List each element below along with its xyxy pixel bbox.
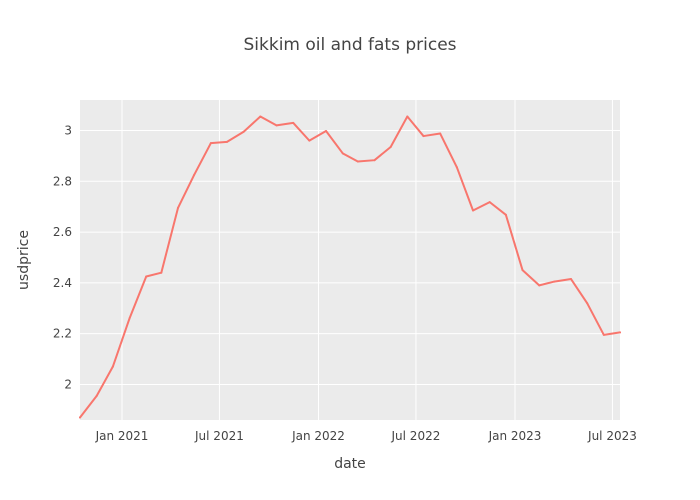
- data-point: [504, 213, 507, 216]
- y-axis-ticks: 2 2.2 2.4 2.6 2.8 3: [53, 123, 72, 391]
- data-point: [619, 331, 621, 334]
- data-point: [389, 145, 392, 148]
- data-point: [193, 173, 196, 176]
- data-point: [356, 160, 359, 163]
- data-point: [111, 365, 114, 368]
- y-axis-label: usdprice: [16, 230, 32, 290]
- data-point: [455, 166, 458, 169]
- data-point: [439, 132, 442, 135]
- grid-lines: [80, 100, 620, 420]
- data-point: [176, 206, 179, 209]
- data-point: [373, 159, 376, 162]
- y-tick-label: 2.2: [53, 327, 72, 341]
- data-point: [472, 209, 475, 212]
- data-point: [341, 152, 344, 155]
- y-tick-label: 2.6: [53, 225, 72, 239]
- x-tick-label: Jul 2021: [194, 429, 244, 443]
- data-point: [570, 278, 573, 281]
- data-point: [209, 142, 212, 145]
- data-point: [160, 271, 163, 274]
- data-point: [521, 269, 524, 272]
- data-point: [538, 284, 541, 287]
- data-point: [325, 129, 328, 132]
- series-layer: [79, 115, 621, 419]
- data-point: [586, 302, 589, 305]
- chart-title: Sikkim oil and fats prices: [243, 35, 456, 55]
- series-line: [79, 115, 621, 419]
- data-point: [275, 124, 278, 127]
- data-point: [602, 333, 605, 336]
- x-tick-label: Jan 2021: [95, 429, 149, 443]
- x-tick-label: Jul 2022: [391, 429, 441, 443]
- y-tick-label: 3: [64, 123, 72, 137]
- x-axis-ticks: Jan 2021 Jul 2021 Jan 2022 Jul 2022 Jan 2023…: [95, 429, 637, 443]
- y-tick-label: 2.8: [53, 174, 72, 188]
- data-point: [308, 139, 311, 142]
- x-axis-label: date: [334, 456, 366, 472]
- plot-area: [80, 100, 620, 420]
- data-point: [145, 275, 148, 278]
- data-point: [95, 394, 98, 397]
- data-point: [225, 140, 228, 143]
- data-point: [292, 121, 295, 124]
- data-point: [242, 130, 245, 133]
- x-tick-label: Jan 2022: [291, 429, 345, 443]
- data-point: [79, 416, 81, 419]
- data-point: [406, 115, 409, 118]
- data-point: [128, 317, 131, 320]
- data-point: [259, 115, 262, 118]
- data-point: [488, 201, 491, 204]
- data-point: [553, 280, 556, 283]
- x-tick-label: Jan 2023: [488, 429, 542, 443]
- data-point: [422, 135, 425, 138]
- y-tick-label: 2.4: [53, 276, 72, 290]
- y-tick-label: 2: [64, 377, 72, 391]
- x-tick-label: Jul 2023: [587, 429, 637, 443]
